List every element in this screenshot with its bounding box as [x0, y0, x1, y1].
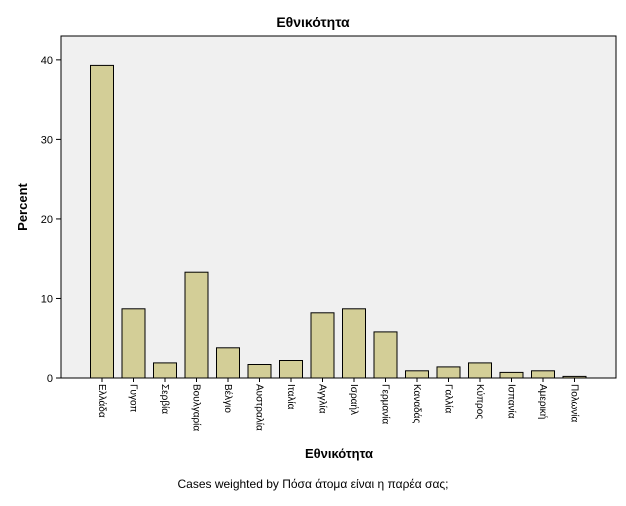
bar-4 — [216, 347, 240, 379]
x-tick-label: Βέλγιο — [222, 384, 234, 413]
bar-7 — [310, 312, 335, 379]
bar-5 — [247, 364, 272, 379]
x-tick-label: Βουλγαρία — [191, 384, 203, 431]
bar-6 — [279, 360, 303, 379]
x-axis-title: Εθνικότητα — [305, 446, 373, 461]
x-tick-label: Αυστραλία — [254, 384, 266, 431]
x-tick-label: Σερβία — [159, 384, 171, 414]
x-tick-label: Γαλλία — [443, 384, 455, 414]
plot-area — [60, 35, 617, 379]
footnote: Cases weighted by Πόσα άτομα είναι η παρ… — [177, 477, 448, 491]
x-tick-label: Ιταλία — [285, 384, 297, 410]
x-tick-label: Ισπανία — [506, 384, 518, 419]
bar-2 — [153, 362, 177, 379]
bar-12 — [468, 362, 492, 379]
x-axis: Ελλάδα Γυγοπ Σερβία Βουλγαρία Βέλγιο Αυστραλί… — [96, 378, 581, 431]
bar-15 — [562, 375, 587, 379]
x-tick-label: Καναδάς — [411, 384, 423, 423]
y-tick-label: 20 — [41, 214, 53, 226]
bar-14 — [531, 370, 555, 379]
x-tick-label: Ελλάδα — [96, 384, 108, 418]
chart-title: Εθνικότητα — [276, 14, 350, 30]
x-tick-label: Κύπρος — [474, 384, 486, 419]
x-tick-label: Πολωνία — [569, 384, 581, 422]
y-axis-title: Percent — [15, 182, 30, 230]
y-tick-label: 10 — [41, 293, 53, 305]
bar-8 — [342, 308, 366, 379]
bar-10 — [405, 370, 429, 379]
x-tick-label: Ισραήλ — [348, 384, 360, 415]
bar-11 — [436, 366, 461, 379]
y-axis: 0 10 20 30 40 — [41, 55, 61, 385]
x-tick-label: Γερμανία — [380, 384, 392, 424]
x-tick-label: Αγγλία — [317, 384, 329, 414]
y-tick-label: 40 — [41, 55, 53, 67]
x-tick-label: Γυγοπ — [128, 384, 139, 412]
bar-1 — [121, 308, 146, 379]
y-tick-label: 0 — [47, 373, 53, 385]
y-tick-label: 30 — [41, 134, 53, 146]
x-tick-label: Αμερική — [537, 384, 549, 419]
bar-0 — [90, 64, 114, 379]
bar-13 — [499, 371, 524, 379]
bar-9 — [373, 331, 398, 379]
bars — [90, 64, 587, 379]
bar-3 — [184, 271, 209, 379]
